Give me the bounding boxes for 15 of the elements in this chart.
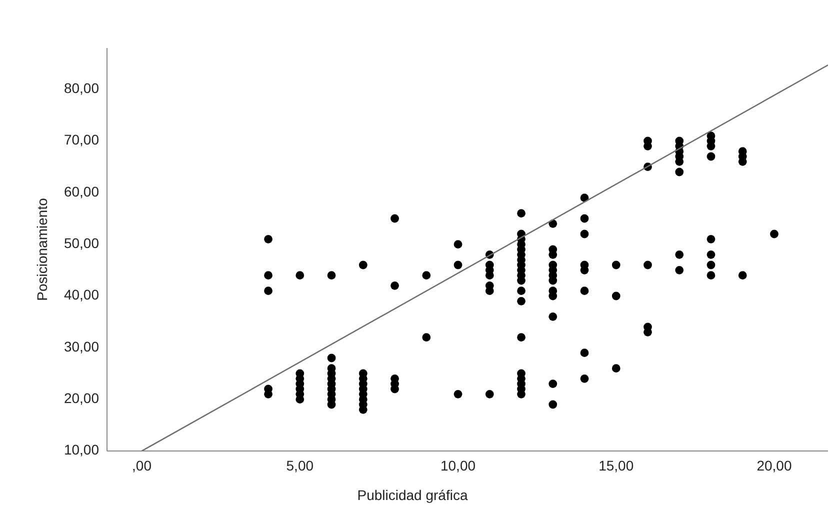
x-tick-label: 20,00 (756, 458, 792, 474)
x-axis-title: Publicidad gráfica (357, 487, 468, 503)
x-tick-label: ,00 (132, 458, 152, 474)
y-tick-label: 40,00 (64, 286, 100, 303)
x-tick-label: 10,00 (440, 458, 476, 474)
y-tick-label: 10,00 (64, 442, 100, 458)
y-tick-label: 20,00 (64, 390, 100, 406)
x-tick-label: 15,00 (598, 458, 634, 474)
y-axis-title: Posicionamiento (34, 198, 50, 301)
x-tick-label: 5,00 (286, 458, 314, 474)
y-tick-label: 80,00 (64, 80, 100, 96)
y-tick-label: 30,00 (64, 338, 100, 354)
y-tick-label: 60,00 (64, 183, 100, 200)
y-tick-label: 50,00 (64, 235, 100, 252)
y-tick-label: 70,00 (64, 132, 100, 148)
